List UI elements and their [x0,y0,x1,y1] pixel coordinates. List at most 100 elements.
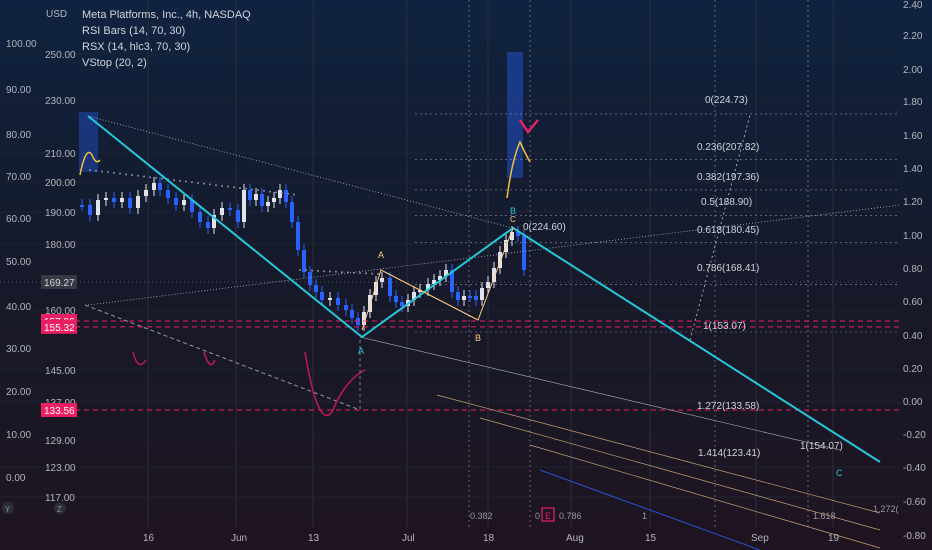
channel-line [436,394,881,514]
vstop-dot [161,177,163,180]
wave-label: B [510,206,516,216]
add-scale-icon: + [912,0,919,13]
candle-body [296,222,300,250]
candle-body [182,200,186,205]
candle-body [152,183,156,190]
wave-label: B [475,333,481,343]
candle-body [444,270,448,276]
candle-body [480,288,484,300]
right-axis-tick: 1.20 [903,197,923,208]
candle-body [314,285,318,292]
vstop-dot [95,169,97,172]
earnings-badge-letter: E [545,511,551,521]
vstop-dot [131,174,133,177]
vstop-dot [263,189,265,192]
legend: Meta Platforms, Inc., 4h, NASDAQ RSI Bar… [82,7,251,71]
vstop-dot [113,171,115,174]
candle-body [362,312,366,325]
rsi-axis-tick: 20.00 [6,387,31,398]
channel-line [539,469,761,550]
right-axis-tick: 2.40 [903,0,923,11]
price-label-box [41,403,77,417]
candle-body [104,198,108,200]
vstop-dot [215,184,217,187]
wave-label: C [510,215,516,224]
price-label-text: 169.27 [44,278,75,289]
candle-body [236,210,240,222]
time-axis-tick: 13 [308,533,320,544]
fib-level-label: 0(224.73) [705,95,748,106]
price-axis-tick: 123.00 [45,463,76,474]
vstop-dot [371,272,373,275]
candle-body [242,190,246,222]
candle-body [136,196,140,208]
vstop-dot [155,176,157,179]
candle-body [266,202,270,206]
currency-label: USD [46,9,67,20]
nav-y-icon [2,502,14,514]
vstop-dot [275,191,277,194]
vstop-dot [125,173,127,176]
nav-y-icon: Y [5,505,11,514]
candle-body [516,232,520,236]
grid-lines [0,0,900,527]
vstop-dot [317,269,319,272]
indicator-vstop[interactable]: VStop (20, 2) [82,57,147,69]
vstop-dot [197,181,199,184]
vstop-dot [245,187,247,190]
fib-diagonal [689,114,751,341]
vstop-dot [101,170,103,173]
rsi-axis-tick: 80.00 [6,130,31,141]
right-axis-tick: -0.20 [903,430,926,441]
right-axis-tick: 0.00 [903,397,923,408]
price-axis-tick: 190.00 [45,208,76,219]
candle-body [174,198,178,205]
right-axis-tick: -0.60 [903,497,926,508]
channel-line [529,444,881,549]
vstop-dot [149,176,151,179]
trend-line-dotted [87,204,901,306]
vstop-dot [239,187,241,189]
vstop-dot [359,272,361,274]
vstop-dot [179,179,181,182]
candle-body [328,298,332,300]
vstop-dot [299,269,301,271]
fib-level-label: 0.236(207.82) [697,142,759,153]
candle-body [290,202,294,222]
right-axis-tick: 1.00 [903,231,923,242]
right-axis-tick: 0.40 [903,331,923,342]
vstop-dot [269,190,271,193]
trend-line-dotted [87,115,521,231]
rsx-curve [132,351,366,417]
fib-level-label: 0.618(180.45) [697,225,759,236]
time-axis-tick: Sep [751,533,769,544]
vstop-dot [281,192,283,195]
rsx-yellow [79,151,101,176]
fib-level-label: 1(154.07) [800,441,843,452]
fib-time-label: 1.618 [813,511,836,521]
fib-time-label: 0.382 [470,511,493,521]
vstop-dot [107,171,109,174]
highlight-band [507,52,523,178]
price-label-text: 155.32 [44,323,75,334]
candle-body [80,205,84,207]
rsi-axis-tick: 50.00 [6,257,31,268]
rsi-axis-tick: 10.00 [6,430,31,441]
indicator-rsx[interactable]: RSX (14, hlc3, 70, 30) [82,41,191,53]
fib-level-label: 0.786(168.41) [697,263,759,274]
candle-body [272,198,276,202]
vstop-dot [203,182,205,185]
candle-body [320,292,324,300]
wave-label: A [378,250,384,260]
time-axis-tick: Jul [402,533,415,544]
candle-body [112,198,116,202]
candle-body [412,292,416,300]
candle-body [190,200,194,212]
candle-body [486,282,490,288]
channel-line [479,417,881,531]
indicator-rsi-bars[interactable]: RSI Bars (14, 70, 30) [82,25,186,37]
overlay-lines [0,113,901,550]
vstop-dot [221,184,223,187]
